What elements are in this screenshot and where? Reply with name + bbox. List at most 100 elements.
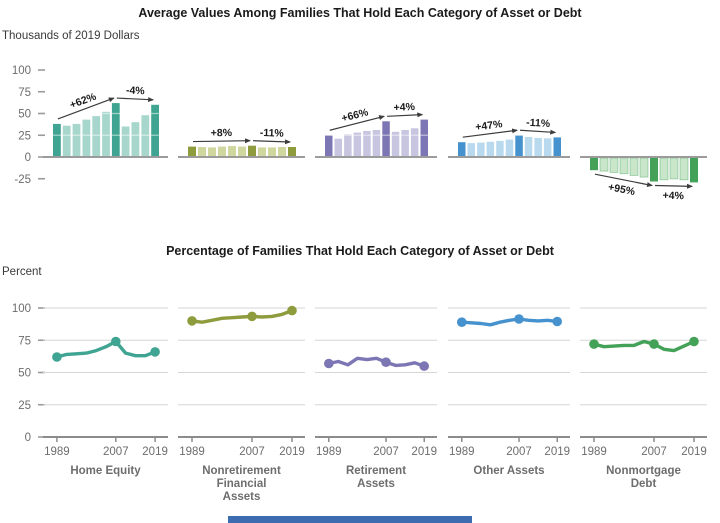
bar-2007: [650, 158, 658, 182]
data-point-2007: [111, 336, 121, 347]
bar-1995: [344, 134, 352, 157]
svg-text:75: 75: [18, 87, 31, 99]
category-label: Other Assets: [473, 465, 544, 477]
bar-2013: [268, 147, 276, 157]
bar-1992: [62, 125, 71, 157]
bar-1995: [477, 142, 485, 157]
category-label: Debt: [631, 478, 657, 490]
bar-2001: [629, 157, 639, 176]
bar-2019: [151, 104, 159, 157]
bar-2004: [238, 146, 246, 157]
svg-text:25: 25: [18, 130, 31, 142]
svg-text:0: 0: [25, 432, 31, 444]
year-label: 1989: [179, 446, 205, 458]
data-point-1989: [457, 317, 467, 328]
data-point-2007: [381, 357, 391, 368]
year-label: 2019: [544, 446, 570, 458]
bar-2010: [659, 157, 669, 181]
bar-2016: [278, 147, 286, 157]
avg-chart-retirement-assets: +66% +4%: [315, 101, 437, 158]
pct-change-label: +4%: [393, 101, 416, 114]
data-point-1989: [52, 352, 62, 362]
bar-2010: [524, 137, 533, 157]
bar-2007: [248, 145, 256, 157]
trend-line: [460, 317, 559, 327]
avg-chart-nonretirement-financial-assets: +8% -11%: [178, 112, 305, 158]
bar-2019: [288, 147, 296, 157]
data-point-2019: [689, 336, 699, 347]
year-label: 1989: [449, 446, 475, 458]
data-point-2019: [552, 316, 562, 327]
data-point-1989: [324, 358, 334, 369]
bar-2016: [410, 128, 419, 157]
bar-2019: [420, 119, 428, 157]
year-label: 2019: [411, 446, 437, 458]
trend-line: [190, 308, 294, 324]
category-label: Retirement: [346, 465, 406, 477]
data-point-2007: [247, 311, 257, 322]
bar-2001: [228, 146, 236, 157]
avg-chart-home-equity: +62% -4%: [43, 85, 168, 158]
bar-1992: [334, 138, 342, 157]
bar-2016: [679, 157, 689, 181]
bar-1995: [208, 147, 216, 157]
category-label: Assets: [357, 478, 395, 490]
pct-change-label: +8%: [211, 127, 233, 139]
bar-1998: [82, 119, 91, 157]
pct-change-label: +62%: [68, 90, 98, 111]
bar-2001: [92, 116, 101, 157]
pct-change-label: +4%: [662, 190, 684, 202]
data-point-2019: [419, 361, 430, 371]
data-point-2019: [150, 347, 160, 357]
avg-chart-nonmortgage-debt: +95% +4%: [580, 156, 707, 202]
bar-1998: [218, 146, 226, 157]
svg-text:100: 100: [12, 65, 31, 77]
bar-1992: [599, 157, 609, 172]
category-label: Home Equity: [70, 465, 141, 477]
trend-line: [327, 356, 426, 368]
bar-2019: [553, 137, 561, 157]
year-label: 2007: [239, 446, 265, 458]
bar-1992: [467, 143, 475, 157]
bar-1992: [198, 147, 206, 157]
bar-2010: [391, 131, 400, 157]
bar-1995: [609, 157, 619, 173]
trend-line: [592, 339, 696, 353]
bar-2001: [496, 140, 504, 157]
bar-2007: [111, 103, 120, 157]
bar-2004: [102, 111, 110, 157]
year-label: 2019: [279, 446, 305, 458]
bar-1989: [590, 158, 598, 171]
svg-text:25: 25: [18, 400, 31, 412]
pct-change-label: +47%: [475, 118, 504, 133]
svg-text:50: 50: [18, 109, 31, 121]
svg-text:50: 50: [18, 368, 31, 380]
svg-text:0: 0: [25, 152, 31, 164]
avg-chart-other-assets: +47% -11%: [448, 112, 570, 158]
bar-1989: [325, 135, 333, 158]
year-label: 2019: [681, 446, 707, 458]
bar-1989: [188, 146, 196, 157]
category-label: Nonmortgage: [606, 465, 681, 477]
year-label: 2007: [506, 446, 532, 458]
bar-2004: [505, 139, 514, 157]
bottom-accent-bar: [228, 516, 472, 523]
data-point-2019: [287, 305, 297, 316]
bar-2013: [534, 137, 542, 157]
category-label: Nonretirement: [202, 465, 281, 477]
pct-change-label: -11%: [526, 117, 551, 130]
bar-2010: [121, 126, 130, 157]
pct-change-label: -11%: [260, 127, 285, 140]
bar-2016: [543, 138, 552, 157]
pct-unit-label: Percent: [2, 266, 42, 278]
bar-1998: [486, 141, 495, 157]
bar-1998: [353, 132, 362, 157]
bar-2004: [639, 157, 649, 178]
year-label: 1989: [44, 446, 70, 458]
data-point-2007: [649, 339, 659, 349]
bar-1989: [53, 123, 61, 157]
